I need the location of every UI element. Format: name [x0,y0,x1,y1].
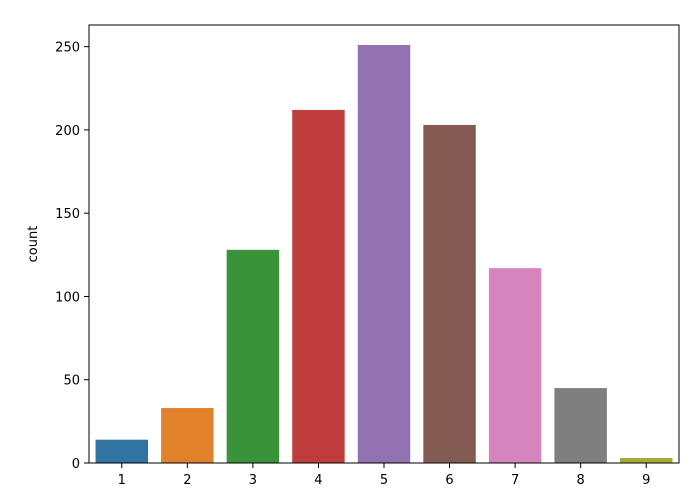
y-tick-label: 250 [55,41,80,56]
bar-1 [95,439,148,463]
bar-9 [620,458,673,463]
x-tick-label: 8 [577,473,585,488]
x-tick-label: 5 [380,473,388,488]
x-axis-ticks: 1 2 3 4 5 6 7 8 9 [118,463,650,488]
bar-4 [292,109,345,463]
plot-frame [88,24,680,464]
x-tick-label: 3 [249,473,257,488]
bar-8 [554,388,607,463]
y-axis-ticks: 0 50 100 150 200 250 [55,41,89,472]
x-tick-label: 6 [445,473,453,488]
x-tick-label: 4 [314,473,322,488]
x-tick-label: 2 [183,473,191,488]
y-axis-label: count [26,226,41,263]
bar-2 [161,408,214,463]
x-tick-label: 7 [511,473,519,488]
bar-6 [423,124,476,464]
y-tick-label: 200 [55,124,80,139]
x-tick-label: 9 [642,473,650,488]
y-tick-label: 100 [55,290,80,305]
y-tick-label: 150 [55,207,80,222]
bar-5 [357,44,411,463]
bars-group [95,44,673,464]
bar-7 [488,268,542,463]
y-tick-label: 0 [72,457,80,472]
x-tick-label: 1 [118,473,126,488]
y-tick-label: 50 [63,374,80,389]
bar-3 [226,249,280,463]
